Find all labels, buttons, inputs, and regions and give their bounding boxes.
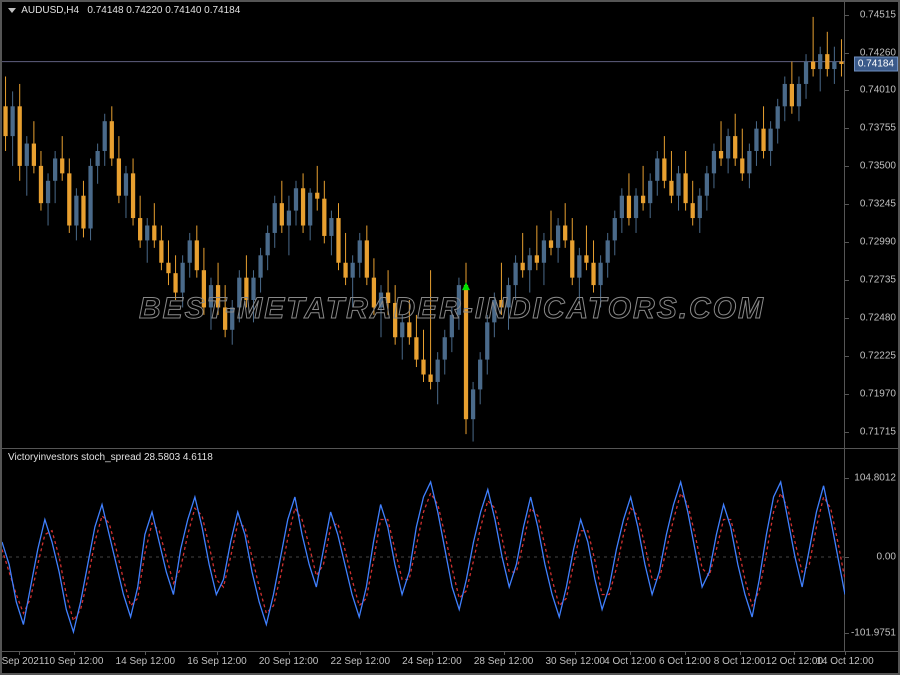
price-chart[interactable] bbox=[2, 2, 845, 449]
time-tick: 10 Sep 12:00 bbox=[44, 656, 104, 667]
indicator-label: Victoryinvestors stoch_spread 28.5803 4.… bbox=[8, 452, 213, 463]
time-tick: 22 Sep 12:00 bbox=[331, 656, 391, 667]
time-tick: 30 Sep 12:00 bbox=[545, 656, 605, 667]
price-tick: 0.71970 bbox=[860, 388, 896, 399]
indicator-chart[interactable]: Victoryinvestors stoch_spread 28.5803 4.… bbox=[2, 449, 845, 652]
time-tick: 8 Oct 12:00 bbox=[714, 656, 766, 667]
price-tick: 0.73245 bbox=[860, 198, 896, 209]
price-tick: 0.74515 bbox=[860, 9, 896, 20]
time-tick: 6 Oct 12:00 bbox=[659, 656, 711, 667]
time-tick: 14 Oct 12:00 bbox=[816, 656, 873, 667]
chart-header[interactable]: AUDUSD,H4 0.74148 0.74220 0.74140 0.7418… bbox=[8, 5, 240, 16]
price-tick: 0.73755 bbox=[860, 122, 896, 133]
symbol-label: AUDUSD,H4 bbox=[21, 5, 79, 16]
price-axis: 0.745150.742600.740100.737550.735000.732… bbox=[845, 2, 900, 449]
price-tick: 0.72735 bbox=[860, 274, 896, 285]
time-tick: 12 Oct 12:00 bbox=[766, 656, 823, 667]
time-tick: 14 Sep 12:00 bbox=[116, 656, 176, 667]
current-price-marker: 0.74184 bbox=[854, 56, 898, 71]
price-tick: 0.74010 bbox=[860, 84, 896, 95]
time-tick: 20 Sep 12:00 bbox=[259, 656, 319, 667]
time-tick: 24 Sep 12:00 bbox=[402, 656, 462, 667]
dropdown-icon[interactable] bbox=[8, 8, 16, 13]
time-tick: 28 Sep 12:00 bbox=[474, 656, 534, 667]
time-axis: 8 Sep 202110 Sep 12:00 14 Sep 12:00 16 Sep… bbox=[2, 652, 845, 675]
time-tick: 16 Sep 12:00 bbox=[187, 656, 247, 667]
ohlc-label: 0.74148 0.74220 0.74140 0.74184 bbox=[87, 5, 240, 16]
price-tick: 0.72990 bbox=[860, 236, 896, 247]
indicator-axis: 104.8012 0.00 -101.9751 bbox=[845, 449, 900, 652]
indicator-tick: 0.00 bbox=[877, 552, 896, 563]
time-tick: 8 Sep 2021 bbox=[0, 656, 44, 667]
indicator-tick: 104.8012 bbox=[854, 473, 896, 484]
price-tick: 0.72225 bbox=[860, 350, 896, 361]
indicator-tick: -101.9751 bbox=[851, 628, 896, 639]
price-tick: 0.71715 bbox=[860, 426, 896, 437]
price-tick: 0.73500 bbox=[860, 160, 896, 171]
price-tick: 0.72480 bbox=[860, 312, 896, 323]
time-tick: 4 Oct 12:00 bbox=[604, 656, 656, 667]
